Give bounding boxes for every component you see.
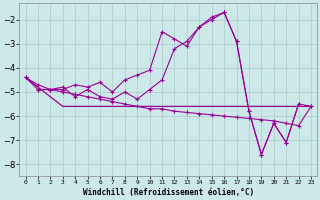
X-axis label: Windchill (Refroidissement éolien,°C): Windchill (Refroidissement éolien,°C) xyxy=(83,188,254,197)
